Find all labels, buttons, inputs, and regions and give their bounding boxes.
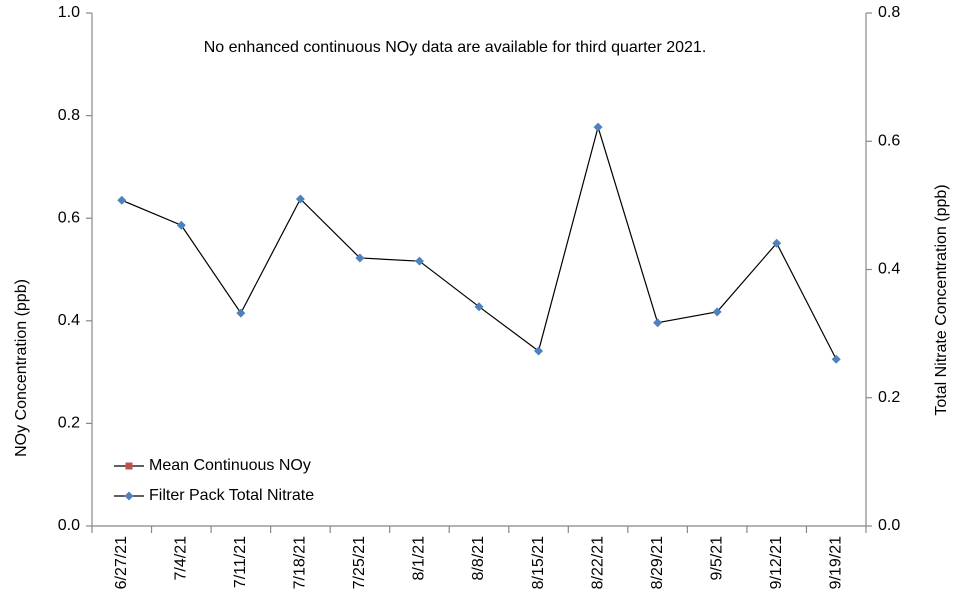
legend-label: Mean Continuous NOy — [149, 457, 311, 474]
series-line — [121, 124, 837, 360]
marker — [593, 122, 603, 132]
marker — [474, 302, 484, 312]
x-tick-label: 8/8/21 — [470, 536, 487, 581]
x-tick-label: 9/12/21 — [768, 536, 785, 589]
annotation: No enhanced continuous NOy data are avai… — [204, 39, 707, 56]
y-tick-label: 0.0 — [58, 517, 80, 534]
y2-tick-label: 0.8 — [878, 4, 900, 21]
marker — [653, 318, 663, 328]
x-tick-label: 9/19/21 — [827, 536, 844, 589]
marker — [831, 354, 841, 364]
marker — [124, 491, 134, 501]
marker — [117, 195, 127, 205]
x-tick-label: 6/27/21 — [113, 536, 130, 589]
y-tick-label: 1.0 — [58, 4, 80, 21]
y-tick-label: 0.8 — [58, 107, 80, 124]
y2-axis-label: Total Nitrate Concentration (ppb) — [933, 184, 950, 415]
x-tick-label: 7/25/21 — [351, 536, 368, 589]
x-tick-label: 9/5/21 — [708, 536, 725, 581]
marker — [355, 253, 365, 263]
marker — [295, 194, 305, 204]
x-tick-label: 7/18/21 — [292, 536, 309, 589]
marker — [176, 220, 186, 230]
marker — [236, 308, 246, 318]
x-tick-label: 8/22/21 — [589, 536, 606, 589]
y-axis-label: NOy Concentration (ppb) — [13, 279, 30, 457]
marker — [414, 256, 424, 266]
x-tick-label: 7/11/21 — [232, 536, 249, 588]
x-tick-label: 8/1/21 — [411, 536, 428, 581]
marker — [534, 346, 544, 356]
marker — [772, 238, 782, 248]
y2-tick-label: 0.4 — [878, 261, 900, 278]
x-tick-label: 8/15/21 — [530, 536, 547, 589]
marker — [125, 462, 133, 470]
legend-label: Filter Pack Total Nitrate — [149, 487, 314, 504]
y-tick-label: 0.6 — [58, 209, 80, 226]
y2-tick-label: 0.2 — [878, 389, 900, 406]
y2-tick-label: 0.6 — [878, 132, 900, 149]
marker — [712, 307, 722, 317]
y-tick-label: 0.2 — [58, 415, 80, 432]
y2-tick-label: 0.0 — [878, 517, 900, 534]
x-tick-label: 8/29/21 — [649, 536, 666, 589]
y-tick-label: 0.4 — [58, 312, 80, 329]
x-tick-label: 7/4/21 — [173, 536, 190, 581]
